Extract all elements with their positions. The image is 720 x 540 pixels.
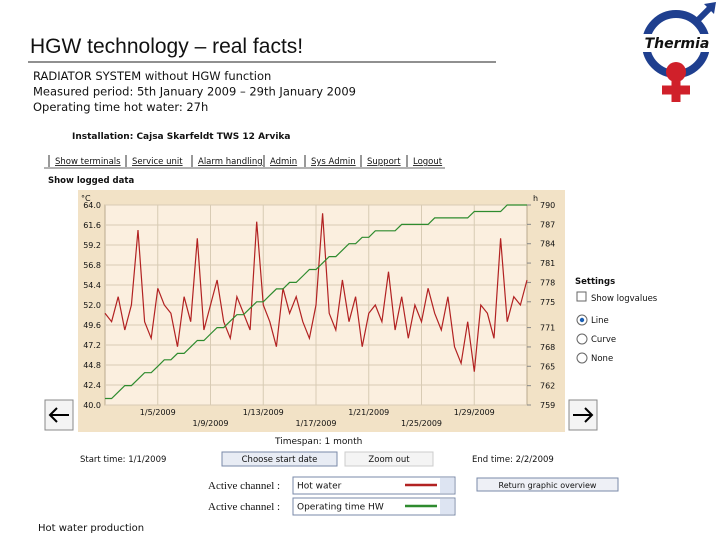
start-time: Start time: 1/1/2009 bbox=[80, 455, 166, 465]
timespan: Timespan: 1 month bbox=[274, 437, 362, 447]
logo-text: Thermia bbox=[645, 36, 710, 52]
x-tick-label: 1/9/2009 bbox=[193, 419, 229, 428]
radio[interactable] bbox=[576, 333, 588, 345]
channel-label: Active channel : bbox=[208, 501, 280, 513]
tab[interactable]: Logout bbox=[413, 157, 443, 167]
button bbox=[344, 451, 434, 467]
y-axis-label: °C bbox=[81, 194, 91, 203]
next-button[interactable] bbox=[568, 399, 598, 431]
x-tick-label: 1/5/2009 bbox=[140, 408, 176, 417]
logo bbox=[642, 2, 716, 102]
y-tick-label: 61.6 bbox=[83, 221, 101, 230]
y-tick-label: 49.6 bbox=[83, 321, 101, 330]
settings-title: Settings bbox=[575, 277, 615, 287]
button[interactable] bbox=[221, 451, 338, 467]
button-label: Choose start date bbox=[242, 455, 318, 465]
checkbox[interactable] bbox=[576, 291, 587, 302]
x-tick-label: 1/21/2009 bbox=[348, 408, 389, 417]
tab[interactable]: Alarm handling bbox=[198, 157, 263, 167]
radio-label: Line bbox=[591, 316, 609, 326]
y2-tick-label: 765 bbox=[540, 362, 555, 371]
dropdown-value: Hot water bbox=[297, 482, 342, 492]
y2-tick-label: 762 bbox=[540, 382, 555, 391]
radio-label: Curve bbox=[591, 335, 616, 345]
y2-tick-label: 759 bbox=[540, 401, 555, 410]
prev-button[interactable] bbox=[44, 399, 74, 431]
y2-axis-label: h bbox=[533, 194, 538, 203]
data-line bbox=[105, 204, 527, 400]
x-tick-label: 1/25/2009 bbox=[401, 419, 442, 428]
tab[interactable]: Show terminals bbox=[55, 157, 121, 167]
channel-label: Active channel : bbox=[208, 480, 280, 492]
tab[interactable]: Service unit bbox=[132, 157, 183, 167]
y-tick-label: 64.0 bbox=[83, 201, 101, 210]
checkbox-label: Show logvalues bbox=[591, 294, 658, 304]
section-title: Show logged data bbox=[48, 176, 134, 186]
y2-tick-label: 784 bbox=[540, 240, 555, 249]
y2-tick-label: 771 bbox=[540, 324, 555, 333]
y2-tick-label: 781 bbox=[540, 259, 555, 268]
y-tick-label: 47.2 bbox=[83, 341, 101, 350]
button-label: Zoom out bbox=[368, 455, 410, 465]
data-line bbox=[104, 213, 528, 372]
dropdown-arrow[interactable] bbox=[440, 478, 454, 493]
tab[interactable]: Admin bbox=[270, 157, 297, 167]
y2-tick-label: 790 bbox=[540, 201, 555, 210]
y2-tick-label: 787 bbox=[540, 220, 555, 229]
x-tick-label: 1/29/2009 bbox=[454, 408, 495, 417]
slide-title: HGW technology – real facts! bbox=[30, 35, 303, 58]
footer-text: Hot water production bbox=[38, 523, 144, 534]
x-tick-label: 1/13/2009 bbox=[243, 408, 284, 417]
y-tick-label: 44.8 bbox=[83, 361, 101, 370]
installation: Installation: Cajsa Skarfeldt TWS 12 Arv… bbox=[72, 132, 290, 142]
y2-tick-label: 778 bbox=[540, 278, 555, 287]
y-tick-label: 59.2 bbox=[83, 241, 101, 250]
radio-dot bbox=[579, 317, 585, 323]
dropdown[interactable] bbox=[292, 497, 456, 516]
dropdown-value: Operating time HW bbox=[297, 503, 384, 513]
tab[interactable]: Support bbox=[367, 157, 401, 167]
tab[interactable]: Sys Admin bbox=[311, 157, 356, 167]
y-tick-label: 42.4 bbox=[83, 381, 101, 390]
x-tick-label: 1/17/2009 bbox=[295, 419, 336, 428]
y-tick-label: 40.0 bbox=[83, 401, 101, 410]
y-tick-label: 56.8 bbox=[83, 261, 101, 270]
y-tick-label: 54.4 bbox=[83, 281, 101, 290]
y2-tick-label: 768 bbox=[540, 343, 555, 352]
end-time: End time: 2/2/2009 bbox=[472, 455, 554, 465]
button[interactable] bbox=[476, 477, 619, 492]
radio-label: None bbox=[591, 354, 613, 364]
y2-tick-label: 775 bbox=[540, 298, 555, 307]
y-tick-label: 52.0 bbox=[83, 301, 101, 310]
button-label: Return graphic overview bbox=[499, 481, 597, 490]
dropdown-arrow[interactable] bbox=[440, 499, 454, 514]
subtitle-line: Operating time hot water: 27h bbox=[33, 100, 208, 114]
dropdown[interactable] bbox=[292, 476, 456, 495]
subtitle-line: RADIATOR SYSTEM without HGW function bbox=[33, 69, 271, 83]
radio[interactable] bbox=[576, 352, 588, 364]
subtitle-line: Measured period: 5th January 2009 – 29th… bbox=[33, 85, 356, 99]
